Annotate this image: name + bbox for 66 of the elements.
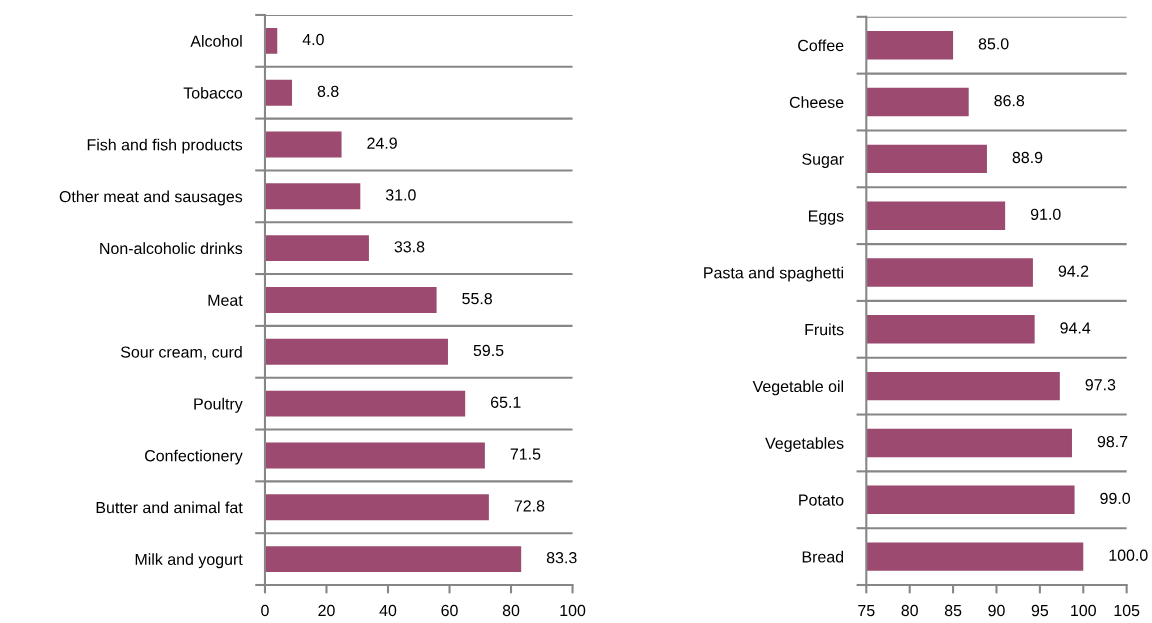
- y-tick-label: Cheese: [789, 96, 844, 108]
- data-label: 98.7: [1097, 435, 1128, 448]
- bar: [264, 183, 361, 210]
- x-tick-label: 100: [560, 604, 586, 617]
- y-tick-label: Other meat and sausages: [59, 190, 243, 206]
- bar: [264, 546, 522, 573]
- data-label: 24.9: [367, 137, 397, 149]
- data-label: 86.8: [994, 95, 1025, 107]
- x-tick-label: 90: [988, 604, 1005, 617]
- y-tick-label: Milk and yogurt: [135, 553, 243, 569]
- y-tick-label: Bread: [802, 550, 844, 563]
- bar: [264, 79, 293, 106]
- bar: [264, 287, 437, 313]
- x-tick-label: 75: [858, 605, 875, 617]
- y-tick-label: Non-alcoholic drinks: [100, 242, 243, 255]
- data-label: 72.8: [514, 500, 545, 512]
- data-label: 83.3: [546, 552, 577, 564]
- y-tick-label: Fruits: [805, 323, 844, 336]
- x-tick-label: 95: [1031, 604, 1049, 617]
- y-tick-label: Sugar: [802, 153, 844, 168]
- y-tick-label: Vegetables: [765, 437, 844, 453]
- x-tick-label: 20: [318, 604, 335, 617]
- y-tick-label: Sour cream, curd: [120, 346, 242, 360]
- y-tick-label: Tobacco: [183, 86, 243, 99]
- x-tick-label: 40: [379, 604, 397, 617]
- y-tick-label: Pasta and spaghetti: [704, 266, 844, 282]
- y-tick-label: Alcohol: [190, 35, 242, 47]
- data-label: 33.8: [394, 241, 425, 253]
- y-tick-label: Meat: [208, 294, 243, 306]
- data-label: 94.4: [1060, 322, 1091, 334]
- x-tick-label: 100: [1071, 604, 1096, 617]
- x-tick-label: 80: [901, 604, 918, 617]
- data-label: 8.8: [317, 85, 339, 97]
- y-tick-label: Coffee: [798, 39, 844, 52]
- data-label: 4.0: [302, 33, 324, 46]
- data-label: 31.0: [385, 189, 416, 201]
- bar: [264, 27, 278, 54]
- x-tick-label: 60: [441, 604, 458, 617]
- x-tick-label: 85: [944, 604, 962, 617]
- bar: [264, 442, 485, 469]
- x-tick-label: 105: [1114, 604, 1140, 617]
- data-label: 88.9: [1012, 151, 1043, 164]
- bar: [264, 338, 448, 365]
- y-tick-label: Confectionery: [145, 449, 243, 465]
- x-tick-label: 0: [261, 604, 269, 617]
- bar: [264, 235, 369, 262]
- bar: [264, 494, 489, 521]
- y-tick-label: Fish and fish products: [87, 138, 243, 154]
- y-tick-label: Poultry: [194, 397, 243, 413]
- data-label: 65.1: [491, 396, 521, 408]
- y-tick-label: Vegetable oil: [752, 380, 844, 396]
- y-tick-label: Butter and animal fat: [96, 501, 243, 514]
- bar: [264, 390, 466, 417]
- data-label: 94.2: [1058, 265, 1089, 277]
- data-label: 99.0: [1100, 492, 1131, 505]
- y-tick-label: Eggs: [808, 210, 844, 225]
- data-label: 91.0: [1030, 208, 1061, 220]
- y-tick-label: Potato: [799, 494, 844, 506]
- data-label: 55.8: [462, 292, 492, 305]
- bar: [264, 131, 342, 158]
- data-label: 85.0: [978, 38, 1009, 50]
- data-label: 100.0: [1109, 549, 1148, 561]
- data-label: 59.5: [473, 344, 504, 357]
- data-label: 71.5: [510, 448, 541, 460]
- x-tick-label: 80: [502, 604, 520, 617]
- data-label: 97.3: [1085, 379, 1116, 391]
